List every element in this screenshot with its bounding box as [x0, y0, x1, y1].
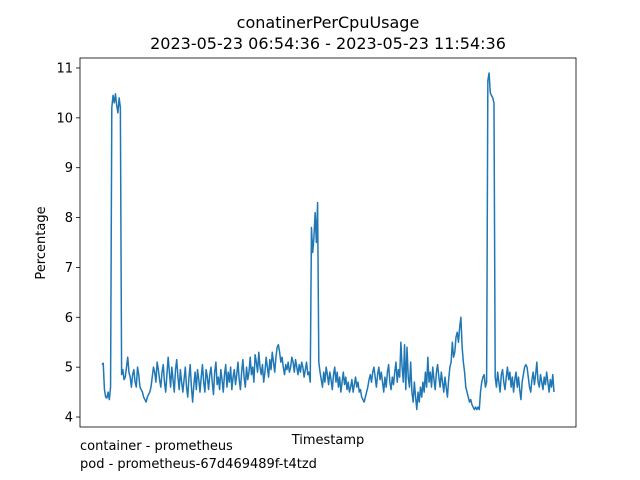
y-tick-label: 11 — [56, 61, 73, 76]
series-line — [101, 72, 555, 411]
y-axis-ticks: 4 5 6 7 8 9 10 11 — [56, 61, 80, 426]
y-axis-label: Percentage — [34, 206, 49, 279]
plot-frame — [79, 57, 577, 428]
footer-container-label: container - prometheus — [80, 439, 233, 454]
y-tick-label: 8 — [65, 211, 73, 226]
chart-title: conatinerPerCpuUsage — [237, 13, 420, 32]
y-tick-label: 6 — [65, 311, 73, 326]
x-axis-label: Timestamp — [291, 433, 365, 448]
footer-pod-label: pod - prometheus-67d469489f-t4tzd — [80, 457, 317, 472]
y-tick-label: 4 — [65, 411, 73, 426]
chart-subtitle: 2023-05-23 06:54:36 - 2023-05-23 11:54:3… — [150, 34, 506, 53]
y-tick-label: 5 — [65, 361, 73, 376]
y-tick-label: 7 — [65, 261, 73, 276]
y-tick-label: 9 — [65, 161, 73, 176]
y-tick-label: 10 — [56, 111, 73, 126]
